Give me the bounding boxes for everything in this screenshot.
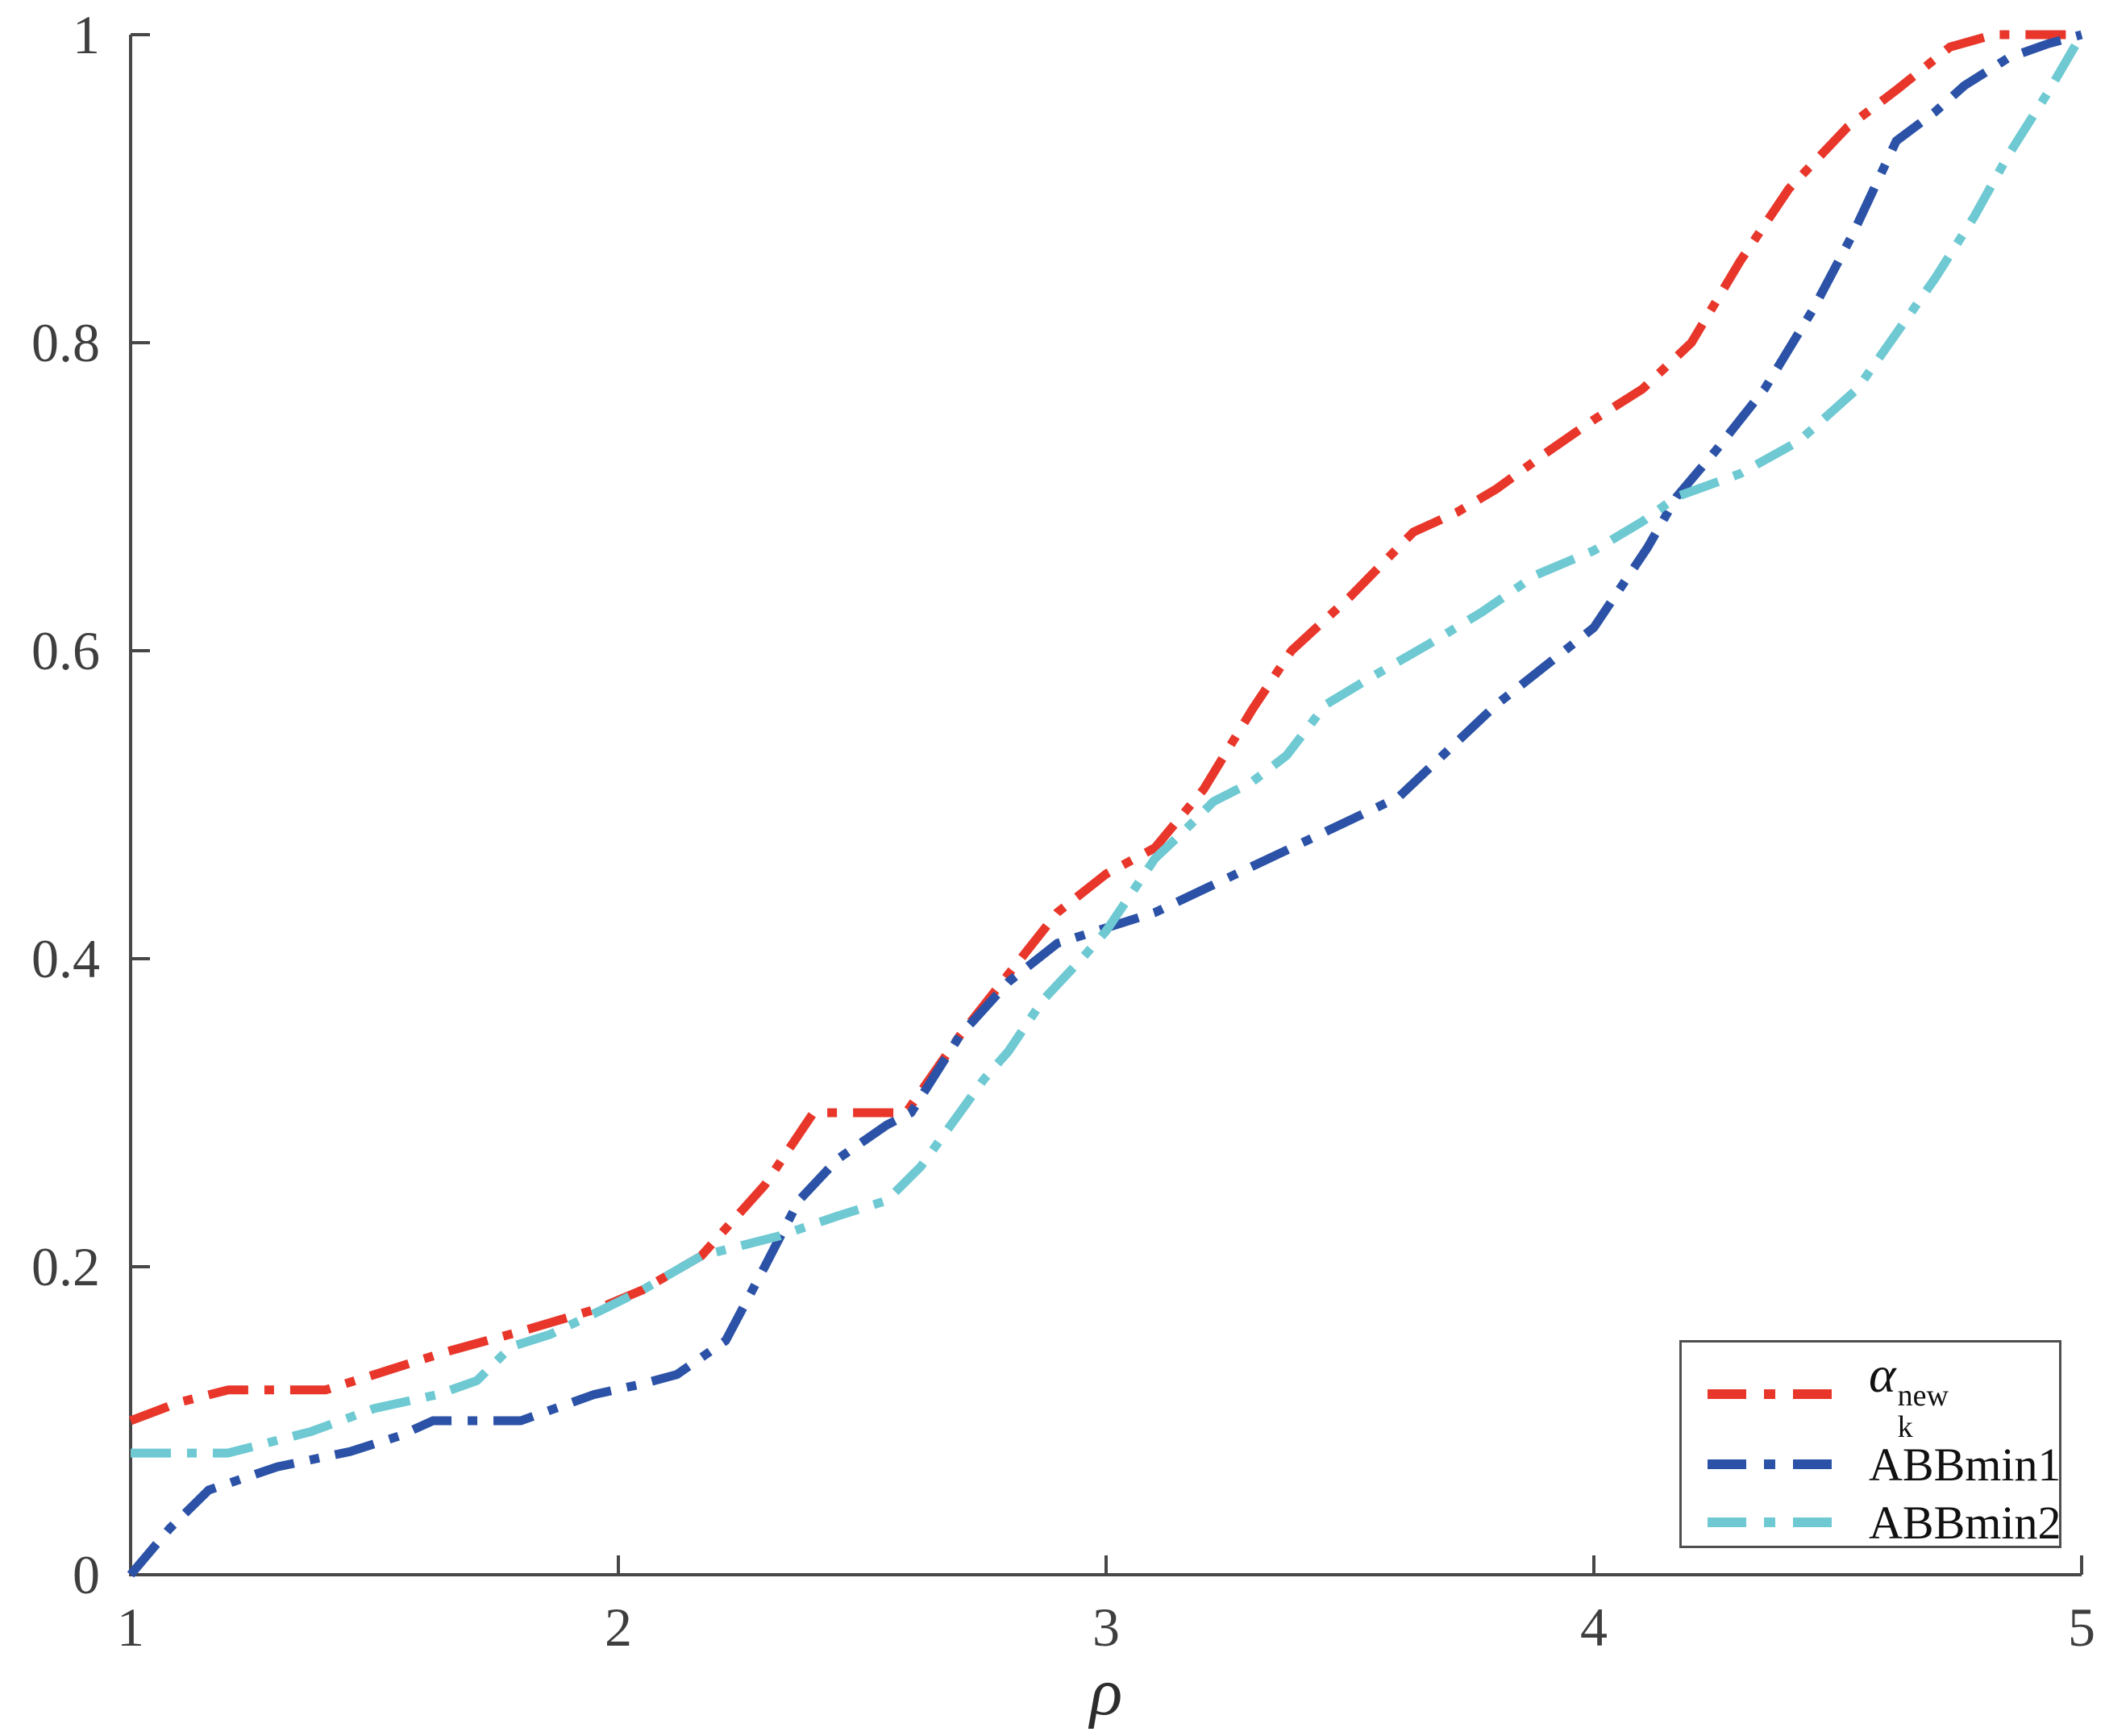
series-line-ABBmin2 bbox=[131, 32, 2086, 1458]
alpha-symbol: α bbox=[1869, 1346, 1896, 1404]
y-tick-label: 0.4 bbox=[31, 928, 100, 989]
y-tick-label: 1 bbox=[73, 4, 100, 65]
x-tick-label: 4 bbox=[1580, 1597, 1608, 1658]
legend-box: α new k ABBmin1 ABBmin2 bbox=[1679, 1340, 2061, 1549]
legend-line-sample-abbmin1 bbox=[1706, 1458, 1851, 1471]
legend-line-glyph bbox=[1708, 1459, 1849, 1469]
alpha-subscript: k bbox=[1897, 1410, 1913, 1445]
legend-line-sample-alpha-k-new bbox=[1706, 1388, 1851, 1401]
legend-line-glyph bbox=[1708, 1517, 1849, 1527]
x-tick-label: 3 bbox=[1092, 1597, 1120, 1658]
x-tick-label: 1 bbox=[117, 1597, 144, 1658]
y-tick-label: 0.2 bbox=[31, 1236, 100, 1297]
x-axis-label: ρ bbox=[1088, 1655, 1122, 1730]
y-tick-label: 0 bbox=[73, 1544, 100, 1605]
legend-label-abbmin2: ABBmin2 bbox=[1869, 1496, 2061, 1549]
legend-item-alpha-k-new: α new k bbox=[1682, 1346, 2059, 1443]
y-tick-label: 0.8 bbox=[31, 312, 100, 373]
legend-item-abbmin2: ABBmin2 bbox=[1682, 1496, 2061, 1549]
series-line-ABBmin1 bbox=[127, 30, 2083, 1578]
legend-line-sample-abbmin2 bbox=[1706, 1516, 1851, 1529]
legend-item-abbmin1: ABBmin1 bbox=[1682, 1438, 2061, 1491]
y-tick-label: 0.6 bbox=[31, 620, 100, 681]
legend-line-glyph bbox=[1708, 1389, 1849, 1399]
alpha-superscript: new bbox=[1897, 1379, 1949, 1413]
legend-label-abbmin1: ABBmin1 bbox=[1869, 1438, 2061, 1491]
x-tick-label: 5 bbox=[2068, 1597, 2095, 1658]
legend-label-alpha-k-new: α new k bbox=[1869, 1345, 1949, 1443]
x-tick-label: 2 bbox=[605, 1597, 632, 1658]
series-line-alpha_k_new bbox=[129, 30, 2082, 1426]
